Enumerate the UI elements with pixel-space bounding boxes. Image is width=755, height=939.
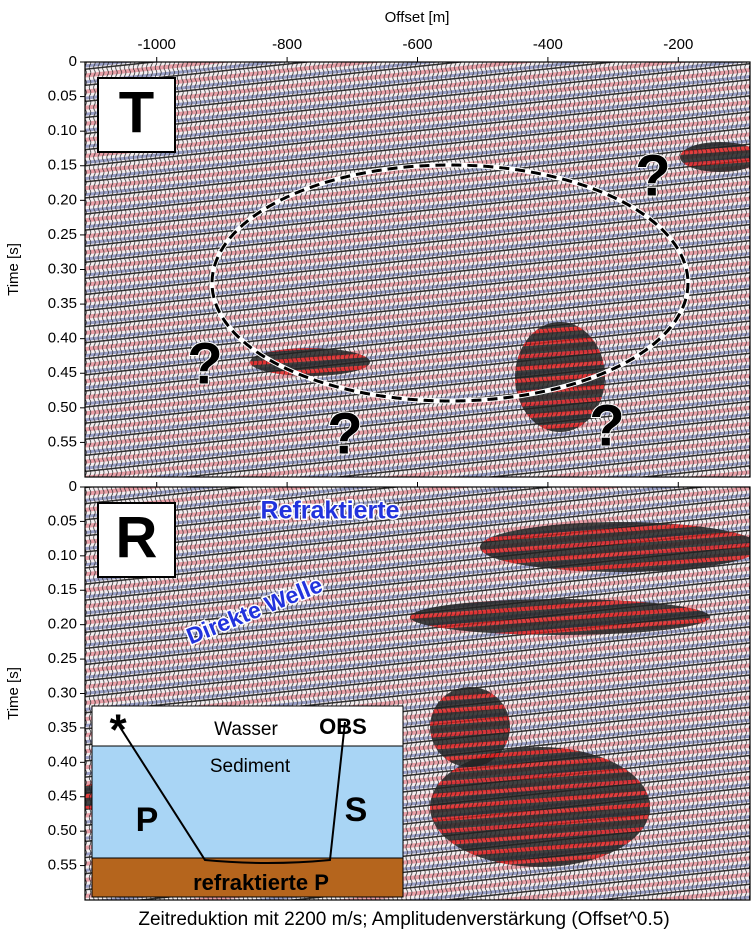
y-tick-label: 0.10 xyxy=(48,122,77,139)
question-mark: ? xyxy=(187,331,222,396)
inset-label: Wasser xyxy=(214,719,278,740)
trace-wiggles xyxy=(85,62,750,477)
panel-label: T xyxy=(119,80,154,145)
y-axis-label: Time [s] xyxy=(5,243,22,296)
water-layer xyxy=(91,705,404,747)
y-tick-label: 0.50 xyxy=(48,399,77,416)
y-tick-label: 0.05 xyxy=(48,88,77,105)
y-tick-label: 0 xyxy=(69,478,77,495)
x-tick-label: -1000 xyxy=(138,36,176,53)
inset-label: * xyxy=(109,706,127,755)
caption: Zeitreduktion mit 2200 m/s; Amplitudenve… xyxy=(138,909,669,930)
inset-label: P xyxy=(136,801,159,839)
x-tick-label: -200 xyxy=(663,36,693,53)
refracted-label: Refraktierte xyxy=(261,497,400,525)
y-tick-label: 0.40 xyxy=(48,753,77,770)
inset-label: Sediment xyxy=(210,756,291,777)
y-tick-label: 0.55 xyxy=(48,857,77,874)
y-tick-label: 0.45 xyxy=(48,788,77,805)
y-tick-label: 0.25 xyxy=(48,226,77,243)
y-tick-label: 0 xyxy=(69,53,77,70)
x-tick-label: -800 xyxy=(272,36,302,53)
highlight-ellipse xyxy=(210,163,690,403)
x-axis-label: Offset [m] xyxy=(385,9,450,26)
basement-layer xyxy=(91,857,404,898)
y-tick-label: 0.55 xyxy=(48,433,77,450)
y-tick-label: 0.35 xyxy=(48,719,77,736)
panel-label-box xyxy=(97,502,176,578)
y-axis-label: Time [s] xyxy=(5,667,22,720)
seismic-section xyxy=(85,62,750,477)
y-tick-label: 0.50 xyxy=(48,822,77,839)
question-mark: ? xyxy=(635,143,670,208)
y-tick-label: 0.35 xyxy=(48,295,77,312)
inset-label: OBS xyxy=(319,714,367,739)
y-tick-label: 0.05 xyxy=(48,512,77,529)
y-tick-label: 0.30 xyxy=(48,684,77,701)
y-tick-label: 0.20 xyxy=(48,191,77,208)
inset-label: S xyxy=(345,791,368,829)
y-tick-label: 0.15 xyxy=(48,157,77,174)
x-tick-label: -400 xyxy=(533,36,563,53)
y-tick-label: 0.40 xyxy=(48,330,77,347)
x-tick-label: -600 xyxy=(402,36,432,53)
y-tick-label: 0.10 xyxy=(48,547,77,564)
question-mark: ? xyxy=(327,401,362,466)
question-mark: ? xyxy=(589,393,624,458)
y-tick-label: 0.45 xyxy=(48,364,77,381)
panel-label-box xyxy=(97,77,176,153)
inset-label: refraktierte P xyxy=(193,870,329,895)
y-tick-label: 0.25 xyxy=(48,650,77,667)
y-tick-label: 0.20 xyxy=(48,616,77,633)
y-tick-label: 0.30 xyxy=(48,260,77,277)
ray-path xyxy=(117,721,346,864)
panel-label: R xyxy=(116,505,158,570)
y-tick-label: 0.15 xyxy=(48,581,77,598)
